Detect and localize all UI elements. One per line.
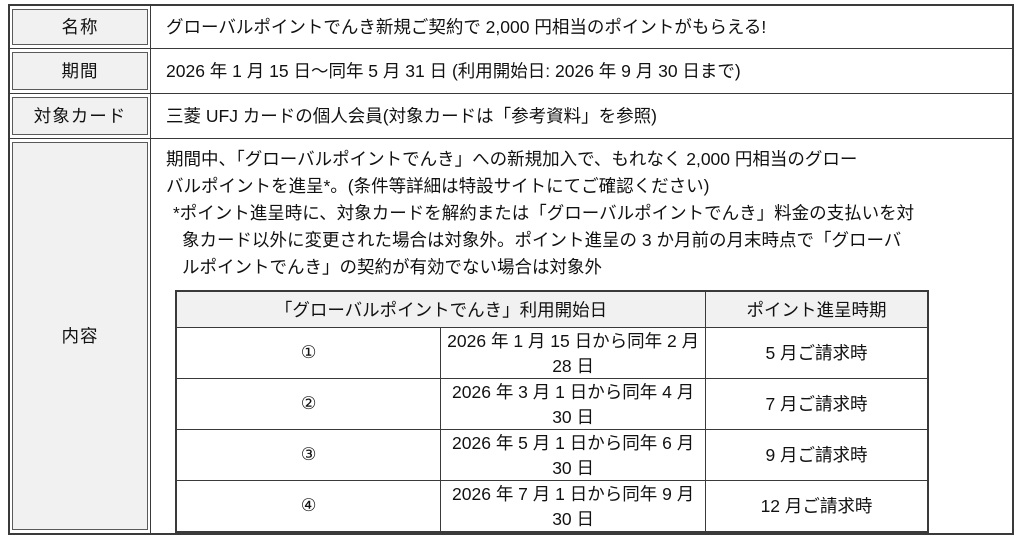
schedule-header-usage-start: 「グローバルポイントでんき」利用開始日 [175, 290, 706, 328]
row-label: 内容 [12, 141, 148, 530]
schedule-row-period: 2026 年 5 月 1 日から同年 6 月 30 日 [440, 428, 706, 481]
table-row: 名称 グローバルポイントでんき新規ご契約で 2,000 円相当のポイントがもらえ… [8, 4, 1014, 49]
schedule-row-period: 2026 年 3 月 1 日から同年 4 月 30 日 [440, 377, 706, 430]
schedule-row: ① 2026 年 1 月 15 日から同年 2 月 28 日 5 月ご請求時 [175, 326, 929, 379]
schedule-header-grant-timing: ポイント進呈時期 [705, 290, 929, 328]
schedule-row-timing: 5 月ご請求時 [705, 326, 929, 379]
content-detail-cell: 期間中、「グローバルポイントでんき」への新規加入で、もれなく 2,000 円相当… [150, 137, 1014, 534]
schedule-header-row: 「グローバルポイントでんき」利用開始日 ポイント進呈時期 [175, 290, 929, 328]
schedule-row-timing: 12 月ご請求時 [705, 479, 929, 532]
row-target-card-label-cell: 対象カード [8, 92, 151, 139]
campaign-name-value: グローバルポイントでんき新規ご契約で 2,000 円相当のポイントがもらえる! [150, 4, 1014, 49]
table-row: 内容 期間中、「グローバルポイントでんき」への新規加入で、もれなく 2,000 … [8, 137, 1014, 534]
content-paragraph-line: バルポイントを進呈*。(条件等詳細は特設サイトにてご確認ください) [166, 175, 710, 196]
row-label: 対象カード [12, 96, 148, 135]
schedule-row: ④ 2026 年 7 月 1 日から同年 9 月 30 日 12 月ご請求時 [175, 479, 929, 532]
schedule-row-number: ③ [175, 428, 442, 481]
campaign-period-value: 2026 年 1 月 15 日〜同年 5 月 31 日 (利用開始日: 2026… [150, 47, 1014, 94]
campaign-info-table: 名称 グローバルポイントでんき新規ご契約で 2,000 円相当のポイントがもらえ… [8, 4, 1014, 535]
schedule-row-number: ④ [175, 479, 442, 532]
table-row: 期間 2026 年 1 月 15 日〜同年 5 月 31 日 (利用開始日: 2… [8, 47, 1014, 94]
row-label: 名称 [12, 9, 148, 45]
schedule-row-period: 2026 年 1 月 15 日から同年 2 月 28 日 [440, 326, 706, 379]
schedule-row-period: 2026 年 7 月 1 日から同年 9 月 30 日 [440, 479, 706, 532]
schedule-row-number: ① [175, 326, 442, 379]
row-content-label-cell: 内容 [8, 137, 151, 534]
row-label: 期間 [12, 51, 148, 90]
point-grant-schedule-table: 「グローバルポイントでんき」利用開始日 ポイント進呈時期 ① 2026 年 1 … [175, 289, 929, 533]
table-row: 対象カード 三菱 UFJ カードの個人会員(対象カードは「参考資料」を参照) [8, 92, 1014, 139]
content-note-line: 象カード以外に変更された場合は対象外。ポイント進呈の 3 か月前の月末時点で「グ… [182, 229, 902, 250]
content-note-line: *ポイント進呈時に、対象カードを解約または「グローバルポイントでんき」料金の支払… [173, 202, 915, 223]
schedule-row: ② 2026 年 3 月 1 日から同年 4 月 30 日 7 月ご請求時 [175, 377, 929, 430]
content-paragraph-line: 期間中、「グローバルポイントでんき」への新規加入で、もれなく 2,000 円相当… [166, 148, 858, 169]
row-period-label-cell: 期間 [8, 47, 151, 94]
content-note-line: ルポイントでんき」の契約が有効でない場合は対象外 [182, 256, 602, 277]
target-card-value: 三菱 UFJ カードの個人会員(対象カードは「参考資料」を参照) [150, 92, 1014, 139]
schedule-row-timing: 9 月ご請求時 [705, 428, 929, 481]
schedule-row-timing: 7 月ご請求時 [705, 377, 929, 430]
row-name-label-cell: 名称 [8, 4, 151, 49]
schedule-row-number: ② [175, 377, 442, 430]
schedule-row: ③ 2026 年 5 月 1 日から同年 6 月 30 日 9 月ご請求時 [175, 428, 929, 481]
